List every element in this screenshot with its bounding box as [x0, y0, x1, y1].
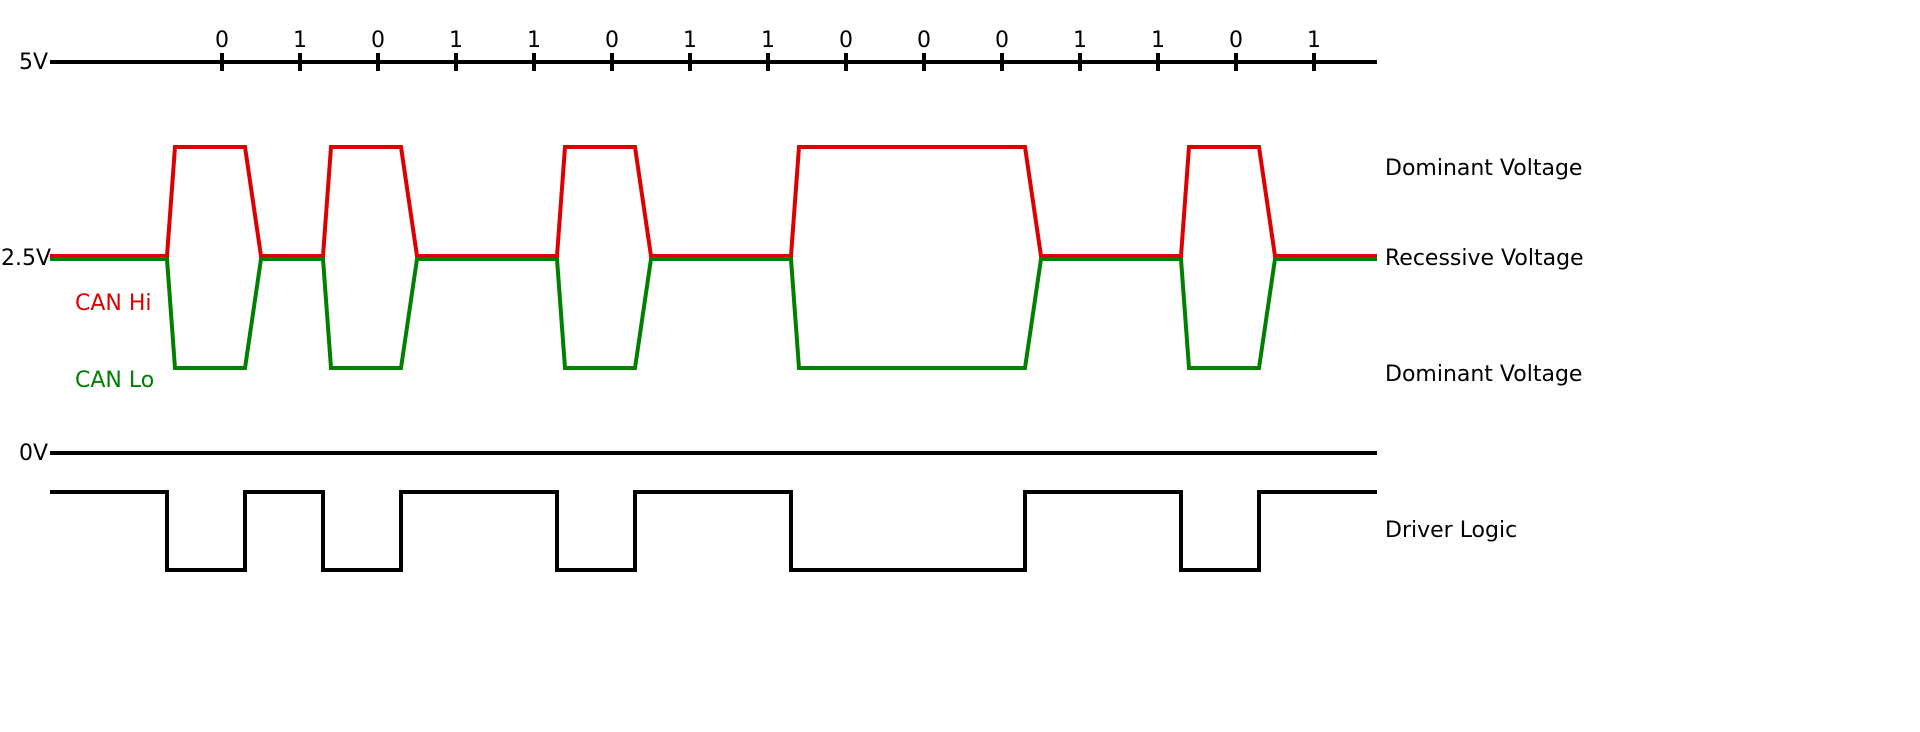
bit-label: 0	[1229, 28, 1243, 53]
bit-label: 1	[527, 28, 541, 53]
bit-label: 1	[1307, 28, 1321, 53]
bit-label: 1	[683, 28, 697, 53]
bit-label: 0	[215, 28, 229, 53]
bit-label: 0	[839, 28, 853, 53]
bit-label: 0	[995, 28, 1009, 53]
label-0v: 0V	[19, 441, 49, 466]
bit-label: 0	[371, 28, 385, 53]
label-5v: 5V	[19, 50, 49, 75]
dominant-high-label: Dominant Voltage	[1385, 156, 1583, 181]
bit-label: 1	[1151, 28, 1165, 53]
bit-label: 1	[449, 28, 463, 53]
bit-label: 1	[293, 28, 307, 53]
bit-label: 1	[761, 28, 775, 53]
bit-label: 1	[1073, 28, 1087, 53]
driver-logic-label: Driver Logic	[1385, 518, 1518, 543]
driver-logic-waveform	[50, 490, 1377, 572]
can-lo-waveform	[50, 257, 1377, 370]
label-2-5v: 2.5V	[1, 246, 52, 271]
bit-ticks	[220, 53, 1316, 71]
dominant-low-label: Dominant Voltage	[1385, 362, 1583, 387]
recessive-label: Recessive Voltage	[1385, 246, 1584, 271]
bit-label: 0	[917, 28, 931, 53]
can-hi-label: CAN Hi	[75, 291, 152, 316]
bit-label: 0	[605, 28, 619, 53]
can-hi-waveform	[50, 145, 1377, 258]
can-lo-label: CAN Lo	[75, 368, 155, 393]
